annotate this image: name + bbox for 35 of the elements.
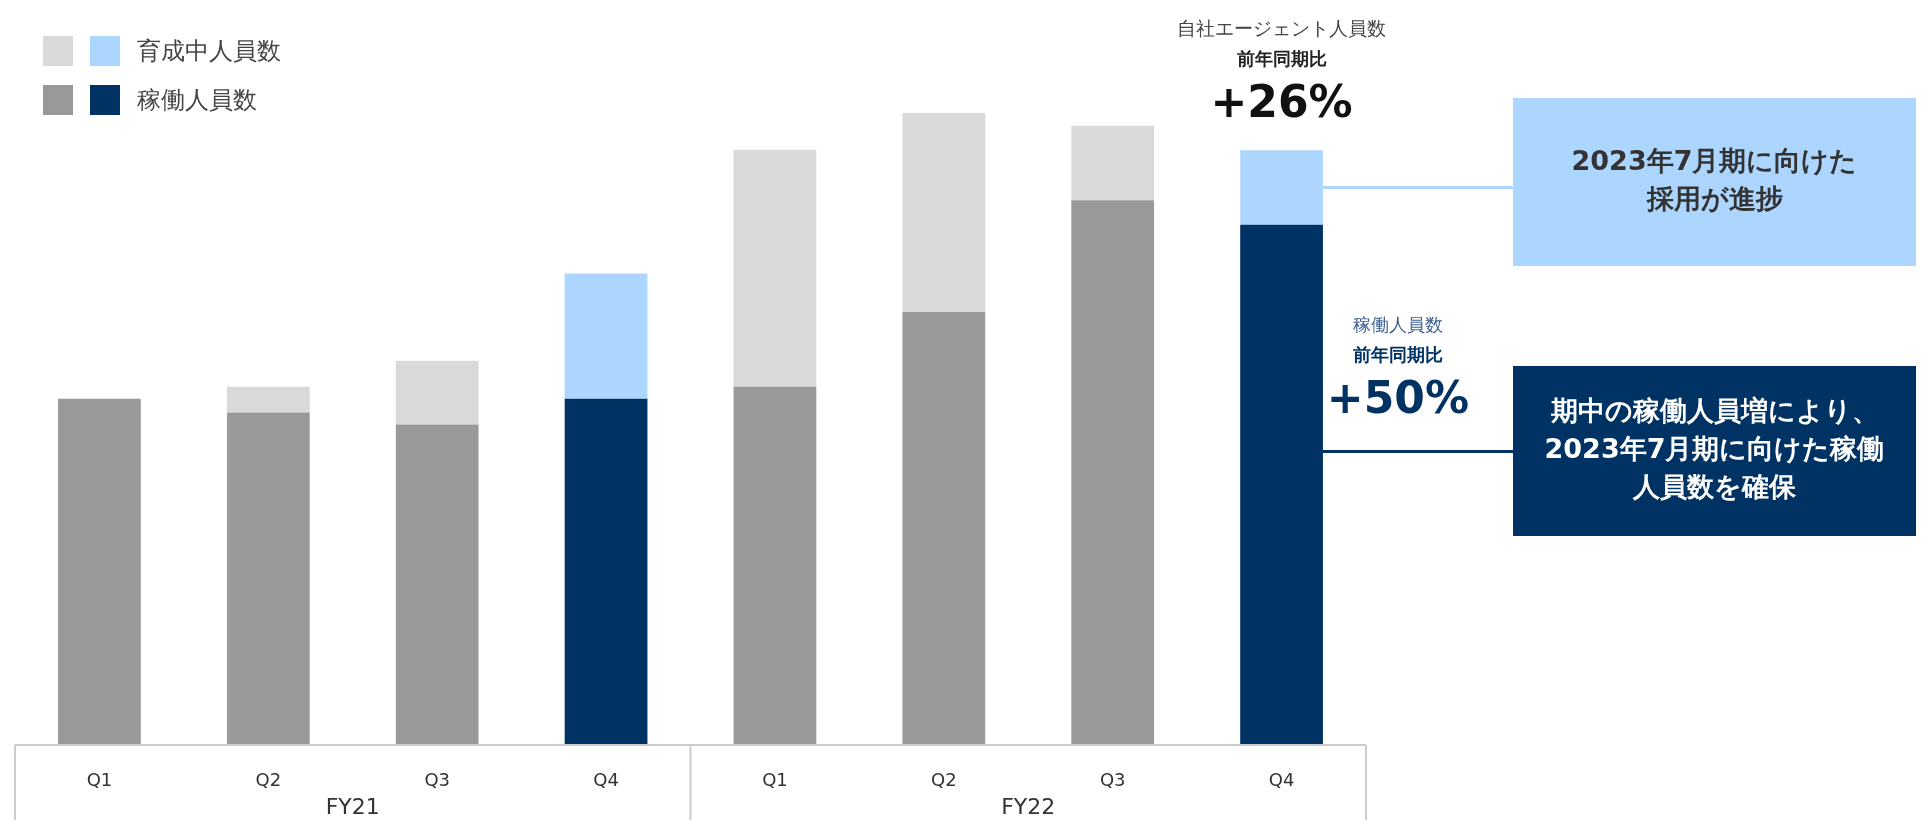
bar xyxy=(395,360,479,425)
x-tick-label: Q4 xyxy=(593,769,619,791)
annotation: +26% xyxy=(1210,76,1353,128)
text: FY21 xyxy=(325,793,380,819)
x-tick-label: Q2 xyxy=(931,769,957,791)
bar xyxy=(1240,224,1323,745)
x-tick-label: Q1 xyxy=(86,769,113,791)
legend-label: 育成中人員数 xyxy=(137,35,281,67)
bar xyxy=(564,273,648,399)
x-tick-label: Q2 xyxy=(255,769,282,791)
annotation: 稼働人員数 xyxy=(1352,313,1443,335)
bar xyxy=(1071,125,1155,201)
annotation: +50% xyxy=(1326,372,1470,424)
bar xyxy=(902,312,986,745)
bar xyxy=(226,412,310,745)
bar xyxy=(564,398,648,745)
bar xyxy=(1071,200,1155,745)
bar xyxy=(902,113,986,313)
annotation: 前年同期比 xyxy=(1351,343,1443,365)
bar xyxy=(395,424,479,745)
text: FY22 xyxy=(1001,793,1056,819)
text: 自社エージェント人員数 xyxy=(1177,16,1387,39)
text: 期中の稼働人員増により、2023年7月期に向けた稼働人員数を確保 xyxy=(1544,395,1885,503)
text: 前年同期比 xyxy=(1235,47,1327,69)
text: 2023年7月期に向けた採用が進捗 xyxy=(1571,145,1858,215)
bar xyxy=(733,386,817,745)
x-tick-label: Q3 xyxy=(1099,769,1126,791)
bar xyxy=(1240,150,1323,225)
x-tick-label: Q4 xyxy=(1268,769,1295,791)
x-tick-label: Q1 xyxy=(762,769,788,791)
bar xyxy=(733,149,817,387)
bar xyxy=(226,386,310,413)
bar xyxy=(58,398,141,745)
legend-label: 稼働人員数 xyxy=(137,84,257,116)
x-tick-label: Q3 xyxy=(424,769,450,791)
